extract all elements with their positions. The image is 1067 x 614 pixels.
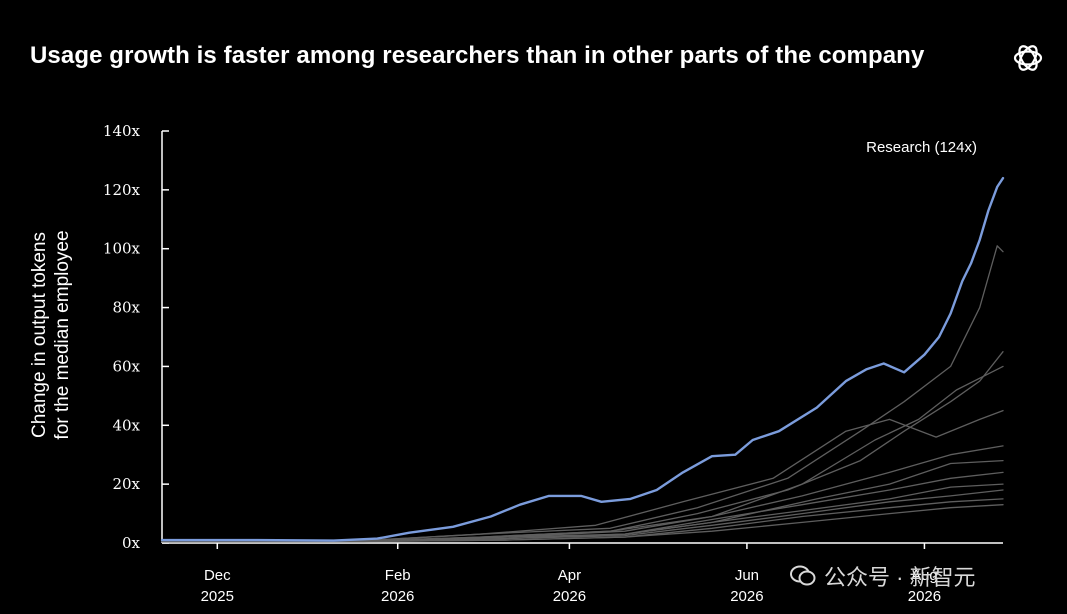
x-tick-month-label: Apr bbox=[558, 567, 581, 584]
watermark-text: 公众号 · 新智元 bbox=[824, 565, 976, 590]
x-tick-year-label: 2026 bbox=[730, 588, 763, 605]
x-tick-month-label: Aug bbox=[911, 567, 938, 584]
series-line-other-4 bbox=[161, 409, 1004, 543]
openai-logo-icon bbox=[1013, 45, 1043, 71]
x-tick-year-label: 2025 bbox=[201, 588, 234, 605]
x-tick-year-label: 2026 bbox=[381, 588, 414, 605]
x-tick-year-label: 2026 bbox=[908, 588, 941, 605]
series-line-other-11 bbox=[161, 504, 1004, 543]
y-tick-label: 40x bbox=[112, 416, 140, 434]
axes bbox=[161, 130, 1003, 549]
y-tick-label: 0x bbox=[122, 534, 141, 552]
y-tick-label: 20x bbox=[112, 475, 140, 493]
series-line-other-5 bbox=[161, 445, 1004, 543]
series-line-other-7 bbox=[161, 471, 1004, 543]
research-annotation: Research (124x) bbox=[866, 139, 977, 156]
y-tick-label: 140x bbox=[103, 122, 141, 140]
x-tick-month-label: Jun bbox=[735, 567, 759, 584]
y-tick-label: 120x bbox=[103, 181, 141, 199]
chart-title: Usage growth is faster among researchers… bbox=[30, 42, 925, 69]
watermark: 公众号 · 新智元 bbox=[790, 560, 976, 592]
x-tick-month-label: Dec bbox=[204, 567, 231, 584]
wechat-icon bbox=[790, 565, 816, 586]
y-tick-label: 60x bbox=[112, 357, 140, 375]
x-tick-month-label: Feb bbox=[385, 567, 411, 584]
tick-labels: 0x 20x 40x 60x 80x 100x 120x 140x Dec 2025 Feb 2026… bbox=[103, 122, 977, 605]
y-tick-label: 80x bbox=[112, 299, 140, 317]
series-lines bbox=[160, 176, 1005, 543]
y-tick-label: 100x bbox=[103, 240, 141, 258]
series-line-other-2 bbox=[161, 351, 1004, 543]
series-line-research bbox=[160, 176, 1005, 542]
x-tick-year-label: 2026 bbox=[553, 588, 586, 605]
